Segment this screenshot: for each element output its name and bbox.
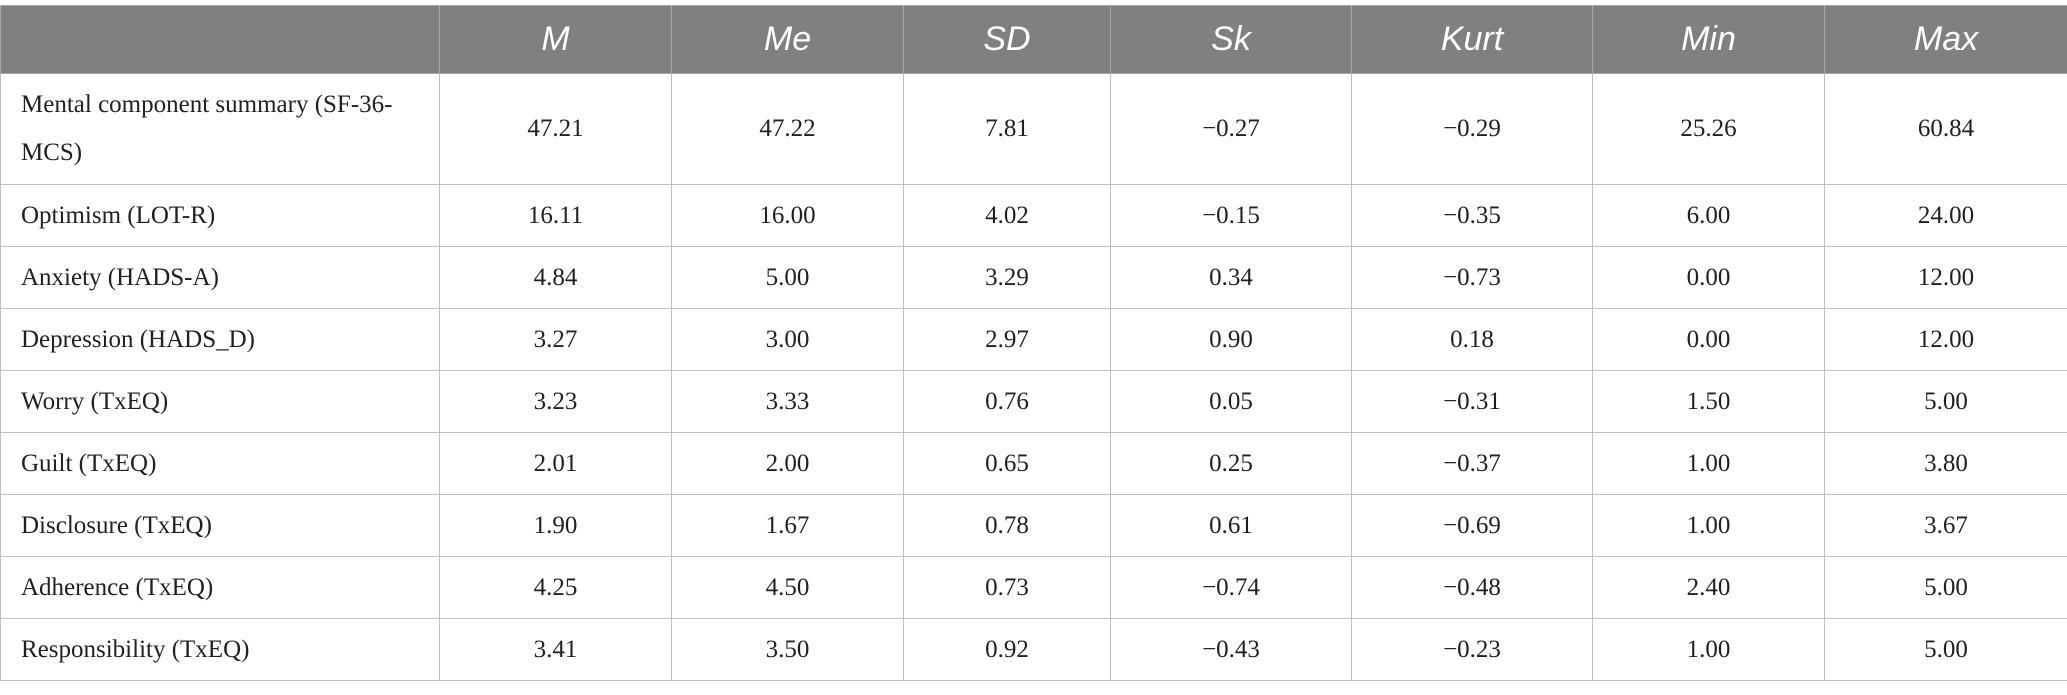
cell-sd: 2.97 [903,308,1111,371]
cell-kurt: −0.73 [1351,246,1593,309]
cell-sd: 3.29 [903,246,1111,309]
table-row: Responsibility (TxEQ) 3.41 3.50 0.92 −0.… [0,618,2067,681]
header-cell-sk: Sk [1110,5,1352,74]
cell-kurt: −0.29 [1351,73,1593,185]
cell-max: 12.00 [1824,308,2067,371]
cell-m: 1.90 [439,494,672,557]
cell-me: 1.67 [671,494,904,557]
row-label: Anxiety (HADS-A) [0,246,440,309]
cell-sk: −0.43 [1110,618,1352,681]
cell-kurt: −0.69 [1351,494,1593,557]
row-label: Mental component summary (SF-36-MCS) [0,73,440,185]
table-row: Guilt (TxEQ) 2.01 2.00 0.65 0.25 −0.37 1… [0,432,2067,495]
cell-min: 1.50 [1592,370,1825,433]
cell-m: 2.01 [439,432,672,495]
cell-max: 3.67 [1824,494,2067,557]
header-row: M Me SD Sk Kurt Min Max [0,5,2067,74]
row-label: Disclosure (TxEQ) [0,494,440,557]
cell-sd: 0.76 [903,370,1111,433]
descriptive-statistics-table: M Me SD Sk Kurt Min Max Mental component… [0,5,2067,681]
cell-min: 1.00 [1592,618,1825,681]
row-label: Optimism (LOT-R) [0,184,440,247]
cell-m: 3.27 [439,308,672,371]
table-row: Depression (HADS_D) 3.27 3.00 2.97 0.90 … [0,308,2067,371]
cell-me: 47.22 [671,73,904,185]
cell-max: 24.00 [1824,184,2067,247]
cell-me: 16.00 [671,184,904,247]
cell-m: 3.41 [439,618,672,681]
cell-max: 5.00 [1824,618,2067,681]
cell-sk: −0.27 [1110,73,1352,185]
cell-me: 3.33 [671,370,904,433]
cell-min: 2.40 [1592,556,1825,619]
cell-m: 4.84 [439,246,672,309]
cell-sk: 0.90 [1110,308,1352,371]
cell-max: 3.80 [1824,432,2067,495]
cell-sk: 0.61 [1110,494,1352,557]
cell-kurt: 0.18 [1351,308,1593,371]
cell-m: 4.25 [439,556,672,619]
cell-sk: −0.15 [1110,184,1352,247]
cell-m: 3.23 [439,370,672,433]
cell-max: 5.00 [1824,370,2067,433]
row-label: Responsibility (TxEQ) [0,618,440,681]
cell-min: 0.00 [1592,308,1825,371]
cell-kurt: −0.31 [1351,370,1593,433]
table-row: Mental component summary (SF-36-MCS) 47.… [0,73,2067,185]
cell-sd: 7.81 [903,73,1111,185]
header-cell-sd: SD [903,5,1111,74]
cell-me: 3.00 [671,308,904,371]
cell-kurt: −0.48 [1351,556,1593,619]
cell-kurt: −0.37 [1351,432,1593,495]
table-row: Optimism (LOT-R) 16.11 16.00 4.02 −0.15 … [0,184,2067,247]
header-cell-label [0,5,440,74]
header-cell-max: Max [1824,5,2067,74]
row-label: Depression (HADS_D) [0,308,440,371]
table-row: Anxiety (HADS-A) 4.84 5.00 3.29 0.34 −0.… [0,246,2067,309]
cell-sd: 0.92 [903,618,1111,681]
cell-me: 2.00 [671,432,904,495]
cell-min: 6.00 [1592,184,1825,247]
cell-sk: 0.05 [1110,370,1352,433]
cell-kurt: −0.35 [1351,184,1593,247]
cell-me: 5.00 [671,246,904,309]
cell-sd: 4.02 [903,184,1111,247]
cell-m: 47.21 [439,73,672,185]
cell-sd: 0.78 [903,494,1111,557]
header-cell-me: Me [671,5,904,74]
cell-min: 1.00 [1592,494,1825,557]
cell-me: 4.50 [671,556,904,619]
cell-min: 25.26 [1592,73,1825,185]
cell-min: 0.00 [1592,246,1825,309]
cell-m: 16.11 [439,184,672,247]
row-label: Worry (TxEQ) [0,370,440,433]
row-label: Guilt (TxEQ) [0,432,440,495]
header-cell-min: Min [1592,5,1825,74]
cell-sk: 0.25 [1110,432,1352,495]
cell-sk: 0.34 [1110,246,1352,309]
cell-sd: 0.73 [903,556,1111,619]
header-cell-kurt: Kurt [1351,5,1593,74]
cell-me: 3.50 [671,618,904,681]
cell-sk: −0.74 [1110,556,1352,619]
table-row: Worry (TxEQ) 3.23 3.33 0.76 0.05 −0.31 1… [0,370,2067,433]
cell-max: 60.84 [1824,73,2067,185]
row-label: Adherence (TxEQ) [0,556,440,619]
cell-kurt: −0.23 [1351,618,1593,681]
table-row: Disclosure (TxEQ) 1.90 1.67 0.78 0.61 −0… [0,494,2067,557]
header-cell-m: M [439,5,672,74]
cell-max: 5.00 [1824,556,2067,619]
cell-max: 12.00 [1824,246,2067,309]
cell-min: 1.00 [1592,432,1825,495]
table-row: Adherence (TxEQ) 4.25 4.50 0.73 −0.74 −0… [0,556,2067,619]
cell-sd: 0.65 [903,432,1111,495]
